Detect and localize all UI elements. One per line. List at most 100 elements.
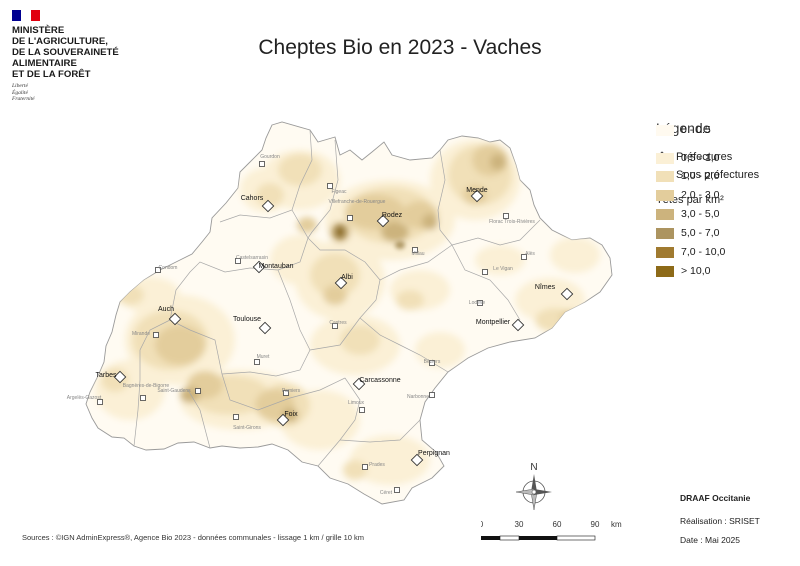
- prefecture-label: Montauban: [258, 263, 293, 270]
- prefecture-marker: [511, 318, 525, 332]
- scale-unit: km: [611, 520, 622, 529]
- sous-prefecture-label: Bagnères-de-Bigorre: [123, 383, 170, 389]
- sous-prefecture-marker: [327, 183, 333, 189]
- prefecture-marker: [261, 199, 275, 213]
- prefecture-marker: [352, 377, 366, 391]
- sous-prefecture-label: Villefranche-de-Rouergue: [329, 199, 386, 205]
- prefecture-marker: [276, 413, 290, 427]
- legend-swatch: [656, 170, 674, 182]
- sous-prefecture-label: Limoux: [348, 400, 365, 406]
- sous-prefecture-marker: [283, 390, 289, 396]
- sous-prefecture-label: Saint-Gaudens: [157, 388, 191, 394]
- sous-prefecture-label: Saint-Girons: [233, 425, 261, 431]
- sous-prefecture-label: Mirande: [132, 331, 150, 337]
- sous-prefecture-label: Béziers: [424, 359, 441, 365]
- sous-prefecture-marker: [235, 258, 241, 264]
- north-label: N: [530, 462, 537, 473]
- prefecture-marker: [168, 312, 182, 326]
- scale-bar: 0 30 60 90 km: [479, 518, 631, 553]
- sous-prefecture-label: Castres: [329, 320, 347, 326]
- sous-prefecture-label: Figeac: [331, 189, 347, 195]
- map-title: Cheptes Bio en 2023 - Vaches: [258, 36, 542, 59]
- sous-prefecture-marker: [359, 407, 365, 413]
- sous-prefecture-marker: [429, 360, 435, 366]
- legend-class-label: 0 - 0.5: [681, 124, 711, 136]
- sous-prefecture-marker: [521, 254, 527, 260]
- sous-prefecture-label: Céret: [380, 490, 393, 496]
- sous-prefecture-marker: [155, 267, 161, 273]
- legend-class-label: 1,0 - 2,0: [681, 170, 720, 182]
- credit-date: Date : Mai 2025: [680, 535, 741, 545]
- prefecture-label: Carcassonne: [359, 377, 400, 384]
- prefecture-label: Toulouse: [233, 316, 261, 323]
- sous-prefecture-marker: [153, 332, 159, 338]
- credit-realisation: Réalisation : SRISET: [680, 516, 760, 526]
- sous-prefecture-marker: [477, 300, 483, 306]
- legend-class-label: 0,5 - 1,0: [681, 152, 720, 164]
- sous-prefecture-marker: [254, 359, 260, 365]
- prefecture-label: Montpellier: [476, 319, 511, 326]
- legend-swatch: [656, 265, 674, 277]
- prefecture-marker: [470, 189, 484, 203]
- credit-org: DRAAF Occitanie: [680, 493, 751, 503]
- sous-prefecture-marker: [97, 399, 103, 405]
- scale-tick: 90: [591, 520, 600, 529]
- legend-class: 0 - 0.5: [656, 124, 711, 136]
- legend-class: 3,0 - 5,0: [656, 208, 720, 220]
- scale-tick: 60: [553, 520, 562, 529]
- sous-prefecture-marker: [347, 215, 353, 221]
- sous-prefecture-label: Le Vigan: [493, 266, 513, 272]
- sous-prefecture-marker: [362, 464, 368, 470]
- legend-swatch: [656, 208, 674, 220]
- legend-class: 0,5 - 1,0: [656, 152, 720, 164]
- ministry-logo: MINISTÈRE DE L'AGRICULTURE, DE LA SOUVER…: [12, 10, 152, 103]
- legend-class-label: 7,0 - 10,0: [681, 246, 726, 258]
- sous-prefecture-label: Gourdon: [260, 154, 280, 160]
- prefecture-marker: [560, 287, 574, 301]
- sous-prefecture-marker: [332, 323, 338, 329]
- sous-prefecture-label: Millau: [411, 251, 424, 257]
- legend-class: 2,0 - 3,0: [656, 189, 720, 201]
- legend-swatch: [656, 246, 674, 258]
- legend-swatch: [656, 152, 674, 164]
- density-layer: [95, 140, 600, 485]
- legend-class-label: 5,0 - 7,0: [681, 227, 720, 239]
- sous-prefecture-marker: [140, 395, 146, 401]
- legend-class: 7,0 - 10,0: [656, 246, 725, 258]
- legend-swatch: [656, 124, 674, 136]
- prefecture-label: Perpignan: [418, 450, 450, 457]
- sous-prefecture-label: Alès: [525, 251, 535, 257]
- sous-prefecture-marker: [482, 269, 488, 275]
- sous-prefecture-label: Muret: [257, 354, 270, 360]
- prefecture-marker: [410, 453, 424, 467]
- sous-prefecture-label: Prades: [369, 462, 385, 468]
- sous-prefecture-marker: [412, 247, 418, 253]
- sous-prefecture-label: Narbonne: [407, 394, 429, 400]
- prefecture-label: Rodez: [382, 212, 403, 219]
- prefecture-label: Foix: [284, 411, 298, 418]
- sous-prefecture-label: Condom: [159, 265, 178, 271]
- sous-prefecture-marker: [394, 487, 400, 493]
- scale-tick: 30: [515, 520, 524, 529]
- sous-prefecture-label: Florac Trois-Rivières: [489, 219, 535, 225]
- sous-prefecture-label: Argelès-Gazost: [67, 395, 102, 401]
- legend-class-label: 2,0 - 3,0: [681, 189, 720, 201]
- sous-prefecture-marker: [259, 161, 265, 167]
- legend-swatch: [656, 189, 674, 201]
- prefecture-marker: [334, 276, 348, 290]
- legend-class: 5,0 - 7,0: [656, 227, 720, 239]
- prefecture-label: Albi: [341, 274, 353, 281]
- prefecture-marker: [376, 214, 390, 228]
- sous-prefecture-marker: [503, 213, 509, 219]
- department-boundaries: [133, 129, 541, 467]
- sous-prefecture-marker: [429, 392, 435, 398]
- legend-class: 1,0 - 2,0: [656, 170, 720, 182]
- legend-swatch: [656, 227, 674, 239]
- republic-motto: Liberté Égalité Fraternité: [12, 83, 35, 102]
- prefecture-label: Nîmes: [535, 284, 556, 291]
- sources-note: Sources : ©IGN AdminExpress®, Agence Bio…: [22, 533, 365, 542]
- prefecture-label: Cahors: [241, 195, 264, 202]
- legend-class: > 10,0: [656, 265, 711, 277]
- prefecture-marker: [252, 260, 266, 274]
